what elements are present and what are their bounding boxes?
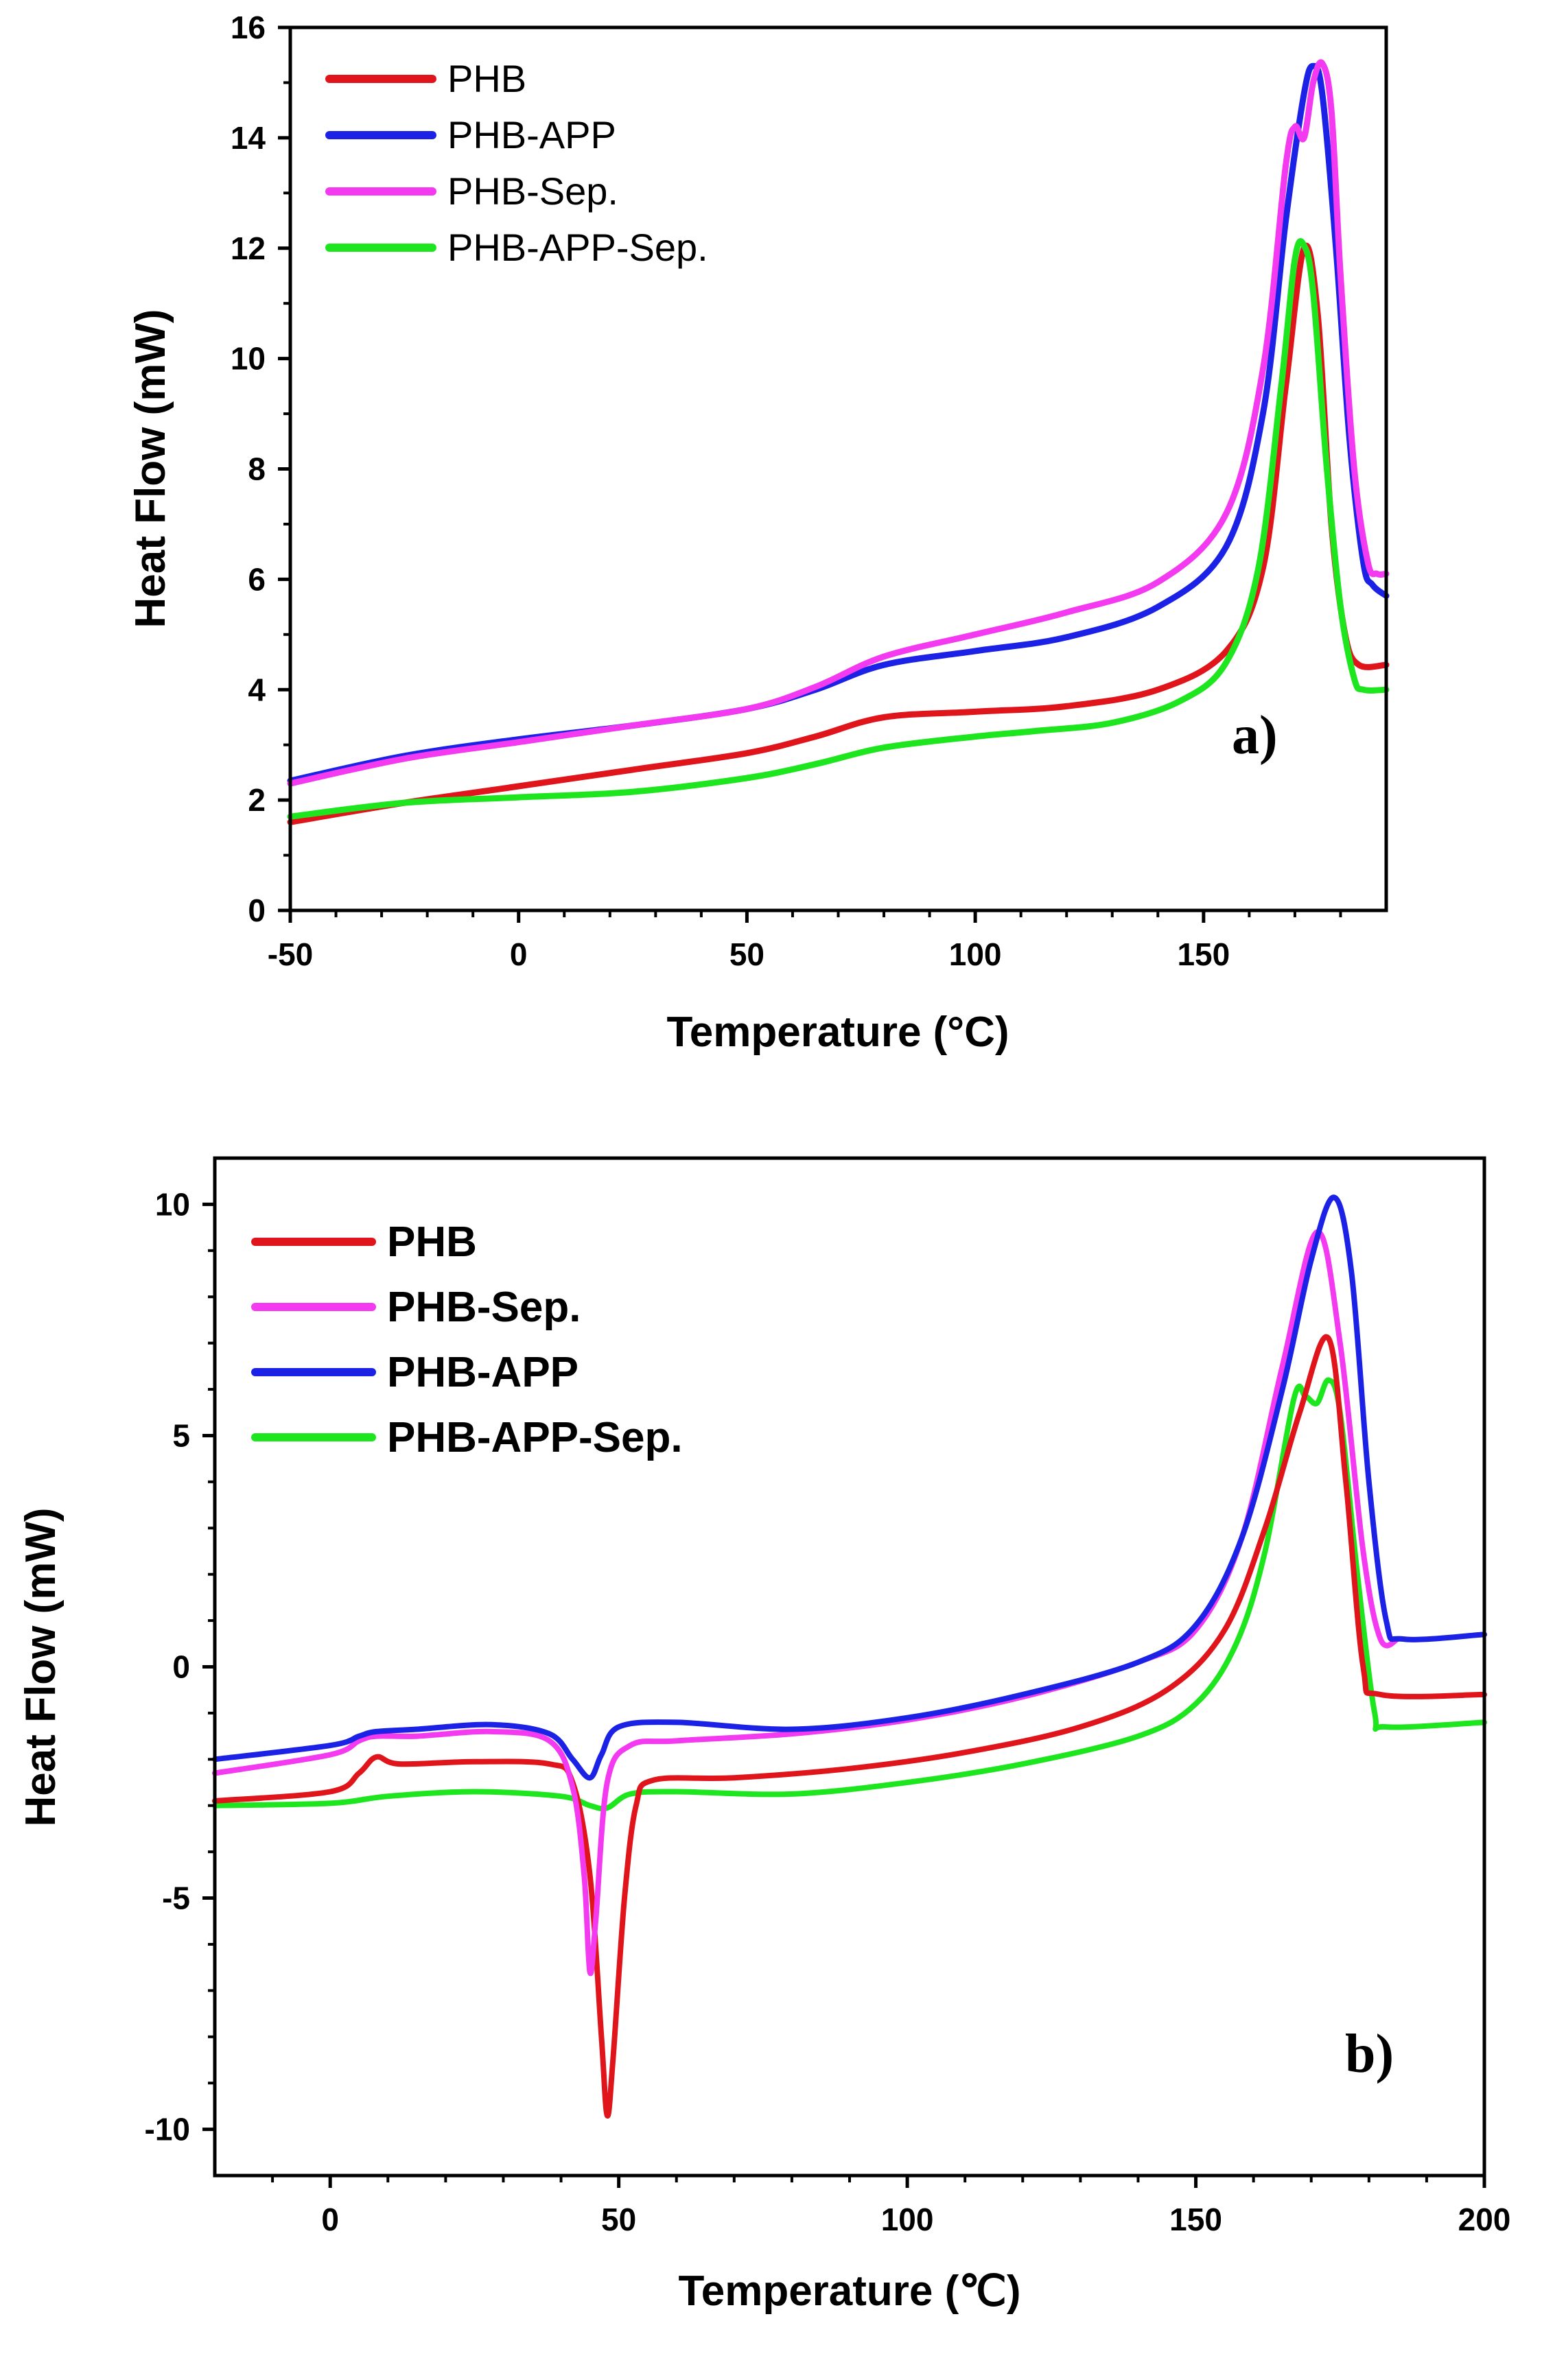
panel-b-x-ticks: 0 50 100 150 200 — [271, 2176, 1511, 2237]
b-series-line-phb-sep — [212, 1229, 1401, 1977]
panel-a-x-ticks: -50 0 50 100 150 — [268, 910, 1342, 972]
panel-a-label: a) — [1232, 705, 1278, 766]
a-y-tick-label: 2 — [248, 782, 266, 818]
b-y-tick-label: -5 — [162, 1881, 190, 1916]
b-y-tick-label: 5 — [172, 1417, 190, 1453]
panel-b-x-axis-title: Temperature (℃) — [678, 2267, 1020, 2315]
panel-a-plot-lines — [287, 59, 1390, 825]
a-y-tick-label: 8 — [248, 451, 266, 487]
a-x-tick-label: 100 — [949, 936, 1002, 972]
a-legend-label-phb-app: PHB-APP — [447, 113, 616, 156]
panel-a-x-axis-title: Temperature (°C) — [666, 1009, 1009, 1056]
panel-b-plot-lines — [212, 1194, 1487, 2119]
b-legend-label-phb-sep: PHB-Sep. — [387, 1284, 581, 1331]
b-y-tick-label: 0 — [172, 1649, 190, 1685]
a-x-tick-label: 0 — [510, 936, 528, 972]
panel-b-y-axis-title: Heat Flow (mW) — [17, 1508, 65, 1827]
a-series-line-phb — [287, 242, 1390, 825]
b-y-tick-label: -10 — [145, 2112, 190, 2147]
a-y-tick-label: 0 — [248, 893, 266, 928]
panel-a-y-ticks: 0 2 4 6 8 10 12 14 16 — [231, 10, 290, 928]
a-y-tick-label: 12 — [231, 231, 266, 266]
b-x-tick-label: 0 — [321, 2202, 339, 2237]
a-y-tick-label: 6 — [248, 561, 266, 597]
b-legend-label-phb: PHB — [387, 1218, 477, 1266]
panel-a-plot-frame — [288, 25, 1388, 912]
a-legend-label-phb-app-sep: PHB-APP-Sep. — [447, 226, 708, 269]
a-series-line-phb-sep — [287, 59, 1390, 787]
a-series-line-phb-app-sep — [287, 238, 1390, 820]
b-x-tick-label: 200 — [1458, 2202, 1511, 2237]
panel-b-y-ticks: 10 5 0 -5 -10 — [145, 1186, 215, 2147]
a-x-tick-label: -50 — [268, 936, 313, 972]
b-series-line-phb-app — [212, 1194, 1487, 1781]
panel-a-y-axis-title: Heat Flow (mW) — [127, 309, 174, 628]
a-x-tick-label: 150 — [1177, 936, 1230, 972]
b-legend-label-phb-app-sep: PHB-APP-Sep. — [387, 1414, 683, 1461]
a-y-tick-label: 4 — [248, 672, 266, 707]
b-y-tick-label: 10 — [155, 1186, 190, 1222]
panel-a-legend: PHB PHB-APP PHB-Sep. PHB-APP-Sep. — [325, 57, 708, 269]
b-series-line-phb — [212, 1334, 1487, 2119]
b-legend-label-phb-app: PHB-APP — [387, 1349, 579, 1396]
a-y-tick-label: 10 — [231, 341, 266, 377]
a-y-tick-label: 16 — [231, 10, 266, 45]
b-x-tick-label: 100 — [881, 2202, 934, 2237]
a-legend-label-phb: PHB — [447, 57, 526, 100]
panel-b-label: b) — [1345, 2024, 1394, 2084]
a-x-tick-label: 50 — [729, 936, 764, 972]
a-y-tick-label: 14 — [231, 120, 266, 156]
b-x-tick-label: 50 — [601, 2202, 636, 2237]
b-x-tick-label: 150 — [1169, 2202, 1222, 2237]
a-legend-label-phb-sep: PHB-Sep. — [447, 169, 618, 213]
panel-b-legend: PHB PHB-Sep. PHB-APP PHB-APP-Sep. — [251, 1218, 683, 1461]
